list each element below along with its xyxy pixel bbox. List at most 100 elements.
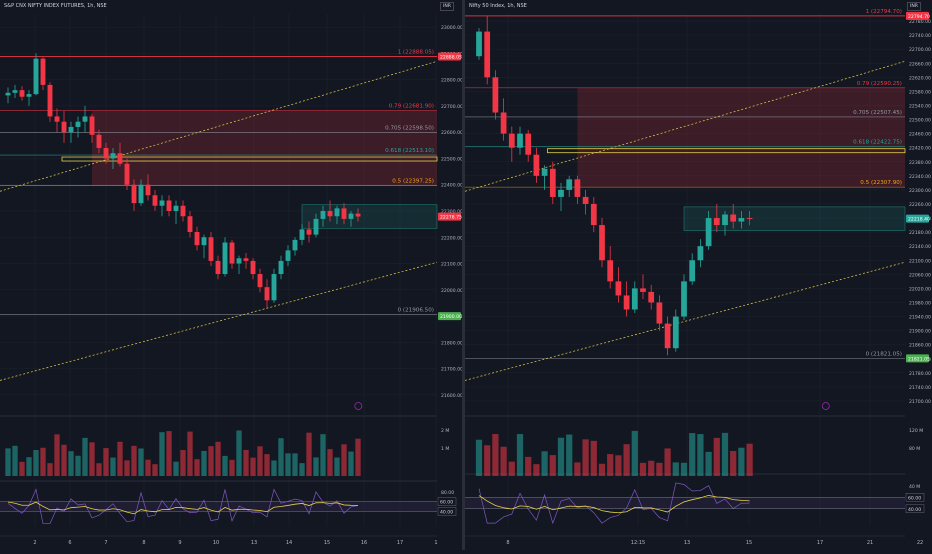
candle-body [713,218,720,226]
rsi-scale-label: 80.00 [441,490,454,496]
candle-body [54,116,60,122]
time-tick-label: 13 [251,540,257,546]
price-tick-label: 22200.00 [441,235,462,241]
price-tick-label: 21860.00 [909,343,931,349]
candle-body [292,239,298,251]
volume-bar [19,461,25,476]
volume-bar [103,448,109,476]
candle-body [705,218,712,247]
volume-bar [334,457,340,476]
price-tick-label: 22100.00 [909,258,931,264]
right-currency-label[interactable]: INR [907,2,921,11]
price-tick-label: 22060.00 [909,272,931,278]
volume-bar [180,450,186,476]
left-chart-svg[interactable]: 1 (22888.05) 0.79 (22681.90) 0.705 (22598.… [0,0,463,550]
candle-body [145,184,151,196]
candle-body [517,133,523,148]
volume-bar [705,451,712,476]
volume-bar [187,431,193,476]
volume-bar [26,457,32,476]
volume-bar [582,439,589,476]
price-badge-label: 22888.05 [440,55,462,61]
event-marker-icon [821,402,830,410]
volume-bar [721,432,729,476]
time-tick-label: 21 [867,540,873,546]
left-symbol-title[interactable]: S&P CNX NIFTY INDEX FUTURES, 1h, NSE [4,3,107,9]
candle-body [623,295,630,310]
rsi-band [0,501,437,512]
candle-body [299,229,305,240]
candle-body [697,246,704,261]
time-tick-label: 14 [286,540,292,546]
volume-bar [533,464,540,476]
volume-bar [541,451,548,476]
volume-bar [54,434,60,476]
candle-body [180,205,186,217]
pane-divider[interactable] [462,0,465,550]
candle-body [549,168,556,197]
candle-body [138,184,144,204]
volume-scale-label: 120 M [909,428,923,434]
volume-bar [525,456,532,476]
price-axis-bg [906,0,932,550]
candle-body [96,134,102,148]
volume-bar [713,437,720,476]
candle-body [355,213,361,217]
fib-zone [577,87,905,188]
price-tick-label: 21700.00 [909,399,931,405]
candle-body [320,211,326,219]
volume-bar [159,432,165,476]
left-chart-pane[interactable]: 1 (22888.05) 0.79 (22681.90) 0.705 (22598.… [0,0,463,550]
price-tick-label: 22780.00 [909,19,931,25]
volume-bar [574,462,581,476]
candle-body [640,288,646,292]
price-tick-label: 22660.00 [909,61,931,67]
volume-bar [152,464,158,476]
fib-label: 0.79 (22590.25) [857,81,902,87]
left-currency-label[interactable]: INR [440,2,454,11]
candle-body [61,121,67,133]
volume-bar [306,432,312,476]
candle-body [341,208,347,219]
volume-bar [656,462,663,476]
price-tick-label: 22740.00 [909,33,931,39]
volume-bar [257,446,263,476]
candle-body [47,84,53,117]
candle-body [110,153,116,159]
volume-bar [341,444,347,476]
time-tick-label: 12:15 [631,540,645,546]
candle-body [26,94,32,97]
volume-bar [327,449,333,476]
candle-body [75,121,81,127]
candle-body [648,291,655,303]
fib-label: 0 (21821.05) [866,351,902,357]
time-tick-label: 17 [397,540,403,546]
rsi-badge [437,497,457,506]
fib-label: 0 (21906.50) [398,307,434,313]
rsi-scale-label: 60.00 [908,495,921,501]
rsi-badge [905,493,925,502]
fib-zone [92,110,437,186]
fib-label: 0.79 (22681.90) [389,104,434,110]
volume-bar [5,448,11,476]
time-tick-label: 16 [361,540,367,546]
candle-body [5,92,11,96]
right-symbol-title[interactable]: Nifty 50 Index, 1h, NSE [469,3,527,9]
candle-body [187,216,193,233]
order-block-box [61,156,438,162]
fib-label: 0.618 (22422.75) [853,140,902,146]
volume-bar [639,462,647,476]
rsi-scale-label: 60.00 [440,500,453,506]
volume-scale-label: 80 M [909,446,920,452]
rsi-line [478,482,750,525]
volume-bar [348,451,354,476]
price-tick-label: 23000.00 [441,25,462,31]
candle-body [236,258,242,264]
candle-body [124,163,130,185]
right-chart-svg[interactable]: 1 (22794.70) 0.79 (22590.25) 0.705 (22507.… [464,0,932,550]
price-tick-label: 22800.00 [441,78,462,84]
right-chart-pane[interactable]: 1 (22794.70) 0.79 (22590.25) 0.705 (22507.… [464,0,932,550]
volume-bar [61,444,67,476]
volume-bar [355,438,361,476]
